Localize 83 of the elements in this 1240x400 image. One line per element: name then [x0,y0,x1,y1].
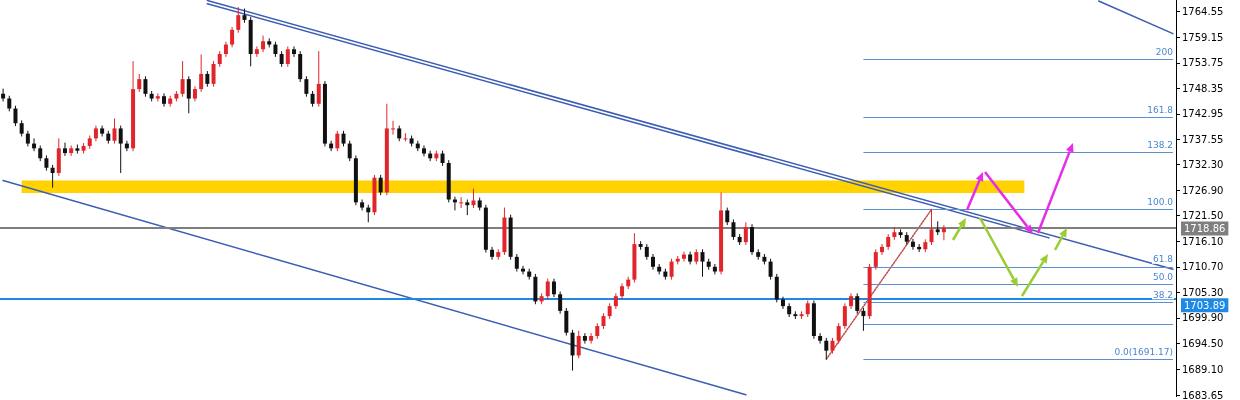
y-tick-label: 1683.65 [1182,389,1224,400]
candlestick [391,120,396,136]
y-tick-label: 1710.70 [1182,261,1224,273]
candlestick [292,45,296,58]
candlestick [261,35,266,53]
candlestick [112,117,117,145]
candlestick [378,174,383,196]
candlestick [880,243,884,256]
annotation: 200 [1155,47,1174,58]
candlestick [199,54,204,93]
y-tick-label: 1721.50 [1182,210,1224,222]
candlestick [180,60,185,98]
candlestick [545,278,550,300]
candlestick [230,26,235,48]
candlestick [669,258,674,281]
y-tick-label: 1716.10 [1182,235,1224,247]
candlestick [521,265,526,275]
candlestick [335,130,340,152]
candlestick [211,60,216,88]
y-tick-label: 1689.10 [1182,363,1224,375]
y-tick-label: 1753.75 [1182,57,1224,69]
annotation: 50.0 [1152,271,1174,282]
annotation: 100.0 [1147,196,1174,207]
candlestick [13,105,18,127]
candlestick [910,238,915,251]
candlestick [421,144,426,157]
candlestick [551,278,556,298]
candlestick [186,75,191,114]
candlestick [712,263,717,275]
candlestick [62,142,67,157]
candlestick [304,75,309,98]
candlestick [576,330,581,359]
candlestick [471,188,476,209]
y-tick-label: 1699.90 [1182,312,1224,324]
candlestick [558,290,563,315]
candlestick [842,302,847,330]
ref-line-label: 1718.86 [1184,223,1226,235]
annotation: 38.2 [1152,289,1174,300]
candlestick [316,50,321,108]
candlestick [836,322,841,345]
candlestick [681,251,686,263]
y-tick-label: 1764.55 [1182,6,1224,18]
y-tick-label: 1705.30 [1182,286,1224,298]
annotation: 161.8 [1147,104,1174,115]
y-tick-label: 1732.30 [1182,158,1224,170]
candlestick [143,75,148,98]
annotation: 0.0(1691.17) [1114,346,1174,357]
candlestick [1,88,6,102]
candlestick [285,45,290,68]
candlestick [768,258,773,281]
candlestick [941,224,946,241]
candlestick [118,125,123,174]
candlestick [137,73,142,93]
y-tick-label: 1748.35 [1182,82,1224,94]
candlestick [490,246,495,261]
candlestick [347,140,352,162]
annotation: 61.8 [1152,254,1174,265]
candlestick [254,45,259,58]
candlestick [570,329,575,372]
y-tick-label: 1694.50 [1182,338,1224,350]
y-tick-label: 1759.15 [1182,31,1224,43]
y-tick-label: 1742.95 [1182,108,1224,120]
candlestick [855,292,860,315]
candlestick [929,208,934,246]
candlestick [236,6,241,34]
candlestick [589,332,594,345]
annotation: 138.2 [1147,140,1173,151]
candlestick [459,196,464,209]
candlestick [861,307,866,332]
candlestick [743,221,748,246]
candlestick [582,332,587,345]
candlestick [564,307,569,337]
candlestick [731,218,736,241]
y-tick-label: 1737.55 [1182,134,1224,146]
candlestick [818,332,823,345]
candlestick [162,92,167,108]
y-tick-label: 1726.90 [1182,184,1224,196]
candlestick [873,248,878,271]
candlestick [700,248,705,278]
candlestick [824,337,829,360]
candlestick [774,273,779,303]
ref-line-label: 1703.89 [1184,299,1226,311]
candlestick [50,164,55,189]
